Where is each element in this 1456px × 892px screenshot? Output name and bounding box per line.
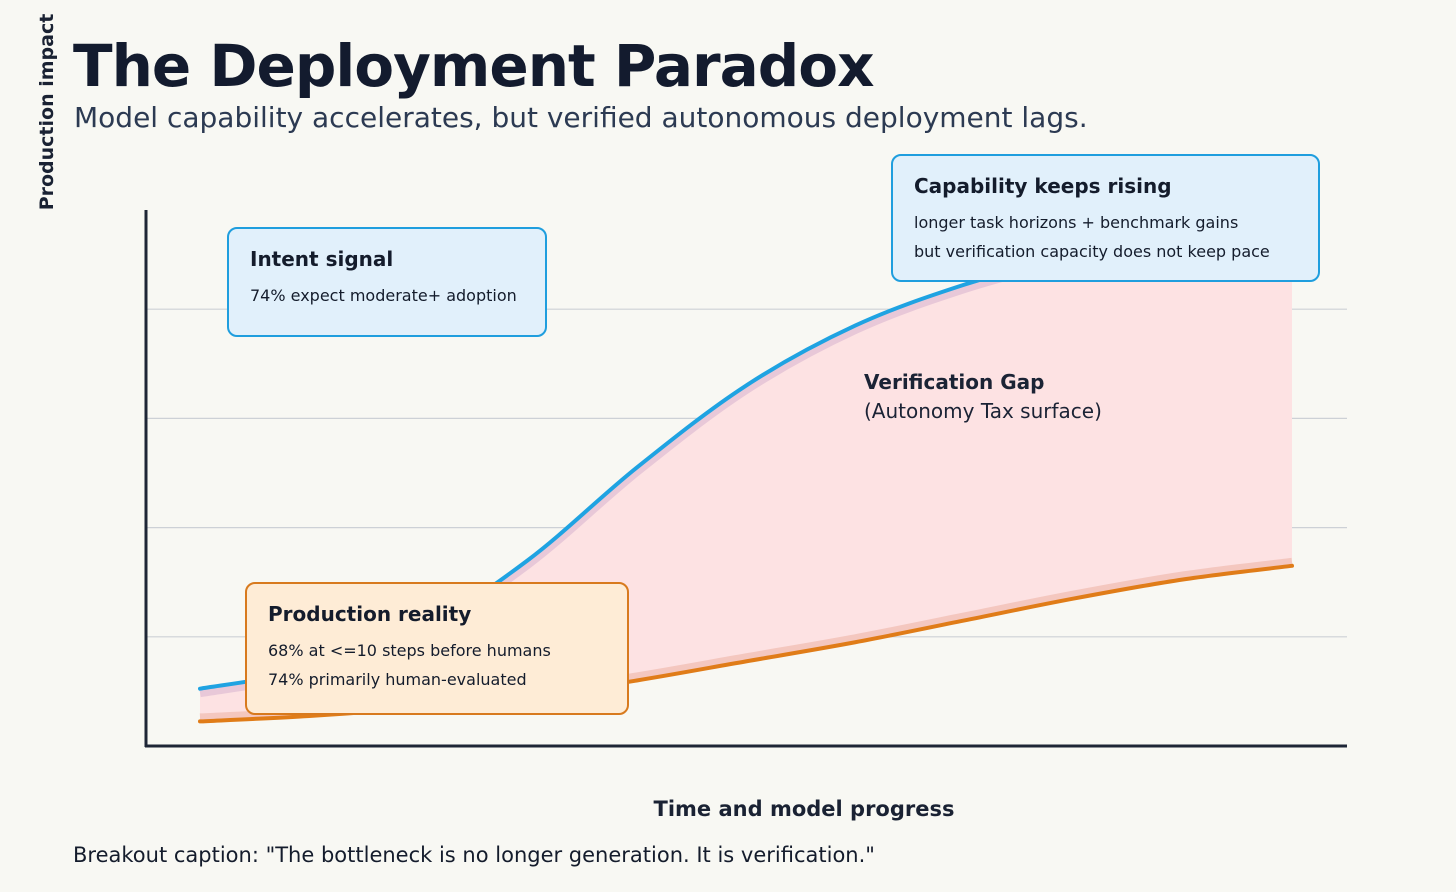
chart-subtitle: Model capability accelerates, but verifi… xyxy=(74,101,1088,134)
production-reality-callout: Production reality 68% at <=10 steps bef… xyxy=(245,582,629,715)
production-reality-line: 74% primarily human-evaluated xyxy=(268,670,527,689)
capability-callout-line: but verification capacity does not keep … xyxy=(914,242,1270,261)
x-axis-label: Time and model progress xyxy=(653,797,955,821)
verification-gap-area xyxy=(200,200,1292,722)
chart-title: The Deployment Paradox xyxy=(73,32,875,100)
intent-signal-line: 74% expect moderate+ adoption xyxy=(250,286,517,305)
capability-callout-line: longer task horizons + benchmark gains xyxy=(914,213,1239,232)
intent-signal-title: Intent signal xyxy=(250,247,394,271)
production-reality-line: 68% at <=10 steps before humans xyxy=(268,641,551,660)
gap-label-title: Verification Gap xyxy=(864,370,1045,394)
intent-signal-callout: Intent signal 74% expect moderate+ adopt… xyxy=(227,227,547,337)
production-reality-title: Production reality xyxy=(268,602,472,626)
gap-label-subtitle: (Autonomy Tax surface) xyxy=(864,399,1102,423)
breakout-caption: Breakout caption: "The bottleneck is no … xyxy=(73,843,875,867)
capability-callout: Capability keeps rising longer task hori… xyxy=(891,154,1320,282)
capability-callout-title: Capability keeps rising xyxy=(914,174,1172,198)
verification-gap-label: Verification Gap (Autonomy Tax surface) xyxy=(864,368,1102,426)
